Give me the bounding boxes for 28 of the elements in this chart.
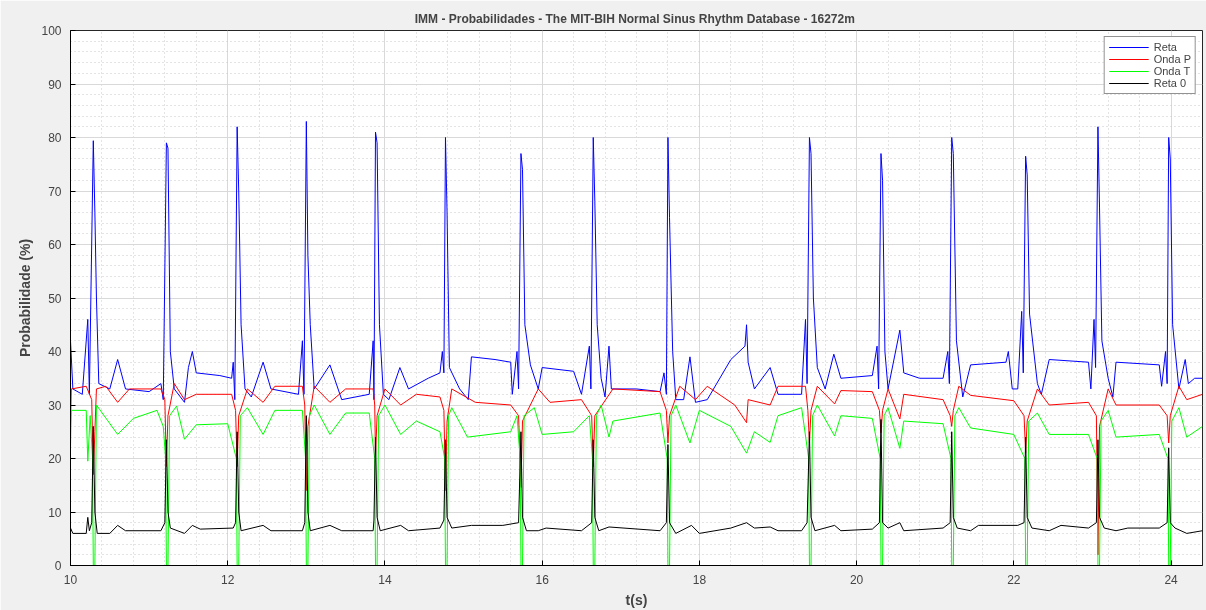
y-tick-label: 0 (54, 559, 62, 573)
x-tick-label: 24 (1164, 572, 1179, 587)
x-tick-label: 12 (221, 572, 235, 587)
legend-label: Onda P (1153, 53, 1191, 65)
y-tick-label: 30 (48, 398, 62, 413)
y-tick-label: 80 (48, 131, 62, 145)
chart-title: IMM - Probabilidades - The MIT-BIH Normal Sinus Rhythm Database - 16272m (414, 11, 855, 26)
y-tick-label: 20 (48, 452, 62, 466)
y-tick-label: 60 (48, 238, 62, 252)
x-tick-label: 10 (63, 572, 78, 587)
x-tick-label: 22 (1007, 572, 1021, 587)
y-tick-label: 70 (48, 184, 62, 199)
y-axis-title: Probabilidade (%) (17, 238, 34, 358)
y-tick-label: 40 (48, 345, 62, 359)
x-tick-label: 18 (692, 572, 707, 587)
line-series (70, 120, 1203, 403)
y-tick-label: 100 (41, 24, 62, 38)
legend-label: Reta (1153, 41, 1177, 53)
y-tick-label: 90 (48, 77, 62, 92)
line-series (70, 383, 1203, 556)
y-tick-label: 10 (48, 505, 62, 520)
x-tick-label: 14 (378, 572, 392, 587)
x-tick-label: 20 (849, 572, 864, 587)
legend-label: Onda T (1153, 65, 1191, 77)
legend-label: Reta 0 (1153, 77, 1187, 89)
y-tick-label: 50 (48, 291, 62, 306)
x-tick-label: 16 (535, 572, 550, 587)
x-axis-title: t(s) (625, 591, 648, 608)
